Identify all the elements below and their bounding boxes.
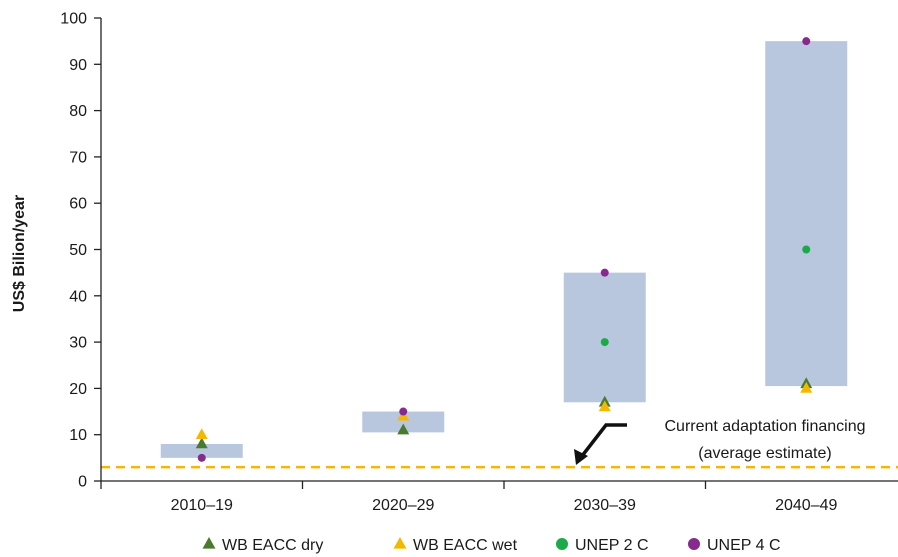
annotation: Current adaptation financing (average es…: [574, 418, 866, 465]
y-tick-label: 50: [69, 242, 87, 259]
legend-label-unep-2-c: UNEP 2 C: [575, 537, 649, 554]
y-tick-label: 20: [69, 381, 87, 398]
legend-marker-wb-eacc-dry: [202, 536, 216, 549]
x-tick-label: 2040–49: [775, 497, 837, 514]
y-tick-label: 60: [69, 196, 87, 213]
legend-marker-unep-2-c: [556, 538, 568, 550]
y-tick-label: 90: [69, 57, 87, 74]
point-wb-eacc-dry-2: [397, 423, 410, 435]
point-unep-4-c-4: [802, 37, 811, 46]
x-tick-label: 2020–29: [372, 497, 434, 514]
legend-label-wb-eacc-wet: WB EACC wet: [413, 537, 518, 554]
point-unep-4-c-3: [600, 268, 609, 277]
y-tick-label: 100: [60, 11, 87, 28]
range-bar-3: [563, 272, 646, 403]
y-tick-label: 0: [78, 474, 87, 491]
point-wb-eacc-dry-1: [195, 437, 208, 449]
y-tick-label: 10: [69, 427, 87, 444]
x-tick-label: 2030–39: [574, 497, 636, 514]
legend-marker-unep-4-c: [688, 538, 700, 550]
y-tick-label: 40: [69, 288, 87, 305]
point-wb-eacc-wet-3: [598, 400, 611, 412]
range-bar-1: [160, 443, 243, 458]
data-points: [195, 37, 813, 462]
point-wb-eacc-wet-1: [195, 428, 208, 440]
range-bars: [160, 41, 848, 458]
y-tick-label: 30: [69, 335, 87, 352]
legend-label-wb-eacc-dry: WB EACC dry: [222, 537, 323, 554]
y-axis-title: US$ Bilion/year: [11, 195, 28, 312]
legend-label-unep-4-c: UNEP 4 C: [707, 537, 781, 554]
annotation-arrow: [580, 423, 627, 458]
point-unep-2-c-4: [802, 245, 811, 254]
annotation-line-2: (average estimate): [698, 445, 831, 462]
range-bar-4: [765, 41, 848, 387]
x-tick-label: 2010–19: [171, 497, 233, 514]
legend-marker-wb-eacc-wet: [393, 536, 407, 549]
legend: WB EACC dry WB EACC wet UNEP 2 C UNEP 4 C: [202, 536, 781, 554]
point-unep-4-c-1: [197, 453, 206, 462]
point-unep-4-c-2: [399, 407, 408, 416]
y-tick-label: 70: [69, 149, 87, 166]
annotation-line-1: Current adaptation financing: [664, 418, 865, 435]
range-bar-2: [362, 411, 445, 433]
axes: 0 10 20 30 40 50 60 70 80 90 100 2010–19 2020–29 2030…: [60, 11, 898, 514]
y-tick-label: 80: [69, 103, 87, 120]
point-wb-eacc-wet-4: [800, 381, 813, 393]
annotation-arrowhead: [574, 449, 588, 465]
point-unep-2-c-3: [600, 338, 609, 347]
